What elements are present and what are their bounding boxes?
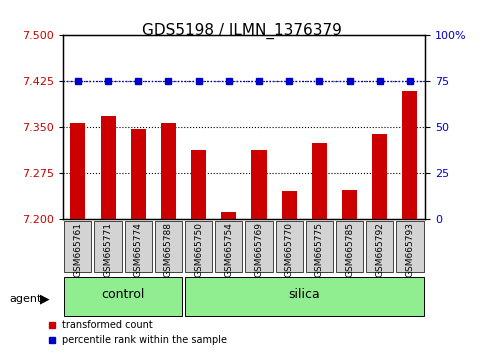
Bar [161, 123, 176, 219]
FancyBboxPatch shape [64, 277, 182, 316]
FancyBboxPatch shape [245, 221, 272, 272]
FancyBboxPatch shape [95, 221, 122, 272]
FancyBboxPatch shape [366, 221, 393, 272]
FancyBboxPatch shape [185, 277, 424, 316]
FancyBboxPatch shape [397, 221, 424, 272]
FancyBboxPatch shape [125, 221, 152, 272]
FancyBboxPatch shape [306, 221, 333, 272]
Text: control: control [101, 288, 145, 301]
FancyBboxPatch shape [155, 221, 182, 272]
Legend: transformed count, percentile rank within the sample: transformed count, percentile rank withi… [43, 316, 231, 349]
Bar [71, 123, 85, 219]
Text: GSM665788: GSM665788 [164, 222, 173, 277]
Text: GSM665775: GSM665775 [315, 222, 324, 277]
Text: silica: silica [288, 288, 320, 301]
Text: GSM665770: GSM665770 [284, 222, 294, 277]
Text: agent: agent [10, 294, 42, 304]
Text: GSM665771: GSM665771 [103, 222, 113, 277]
Text: GSM665774: GSM665774 [134, 222, 143, 277]
Text: GSM665750: GSM665750 [194, 222, 203, 277]
FancyBboxPatch shape [185, 221, 212, 272]
FancyBboxPatch shape [64, 221, 91, 272]
FancyBboxPatch shape [215, 221, 242, 272]
Text: GDS5198 / ILMN_1376379: GDS5198 / ILMN_1376379 [142, 23, 341, 39]
Text: GSM665793: GSM665793 [405, 222, 414, 277]
Bar [131, 129, 146, 219]
Bar [282, 191, 297, 219]
Bar [312, 143, 327, 219]
Text: GSM665769: GSM665769 [255, 222, 264, 277]
Text: GSM665792: GSM665792 [375, 222, 384, 277]
Text: GSM665785: GSM665785 [345, 222, 354, 277]
Bar [372, 133, 387, 219]
Bar [402, 91, 417, 219]
Bar [221, 211, 236, 219]
FancyBboxPatch shape [336, 221, 363, 272]
Text: GSM665761: GSM665761 [73, 222, 83, 277]
Text: GSM665754: GSM665754 [224, 222, 233, 277]
FancyBboxPatch shape [276, 221, 303, 272]
Bar [191, 150, 206, 219]
Bar [100, 116, 115, 219]
Text: ▶: ▶ [40, 293, 49, 306]
Bar [252, 150, 267, 219]
Bar [342, 190, 357, 219]
